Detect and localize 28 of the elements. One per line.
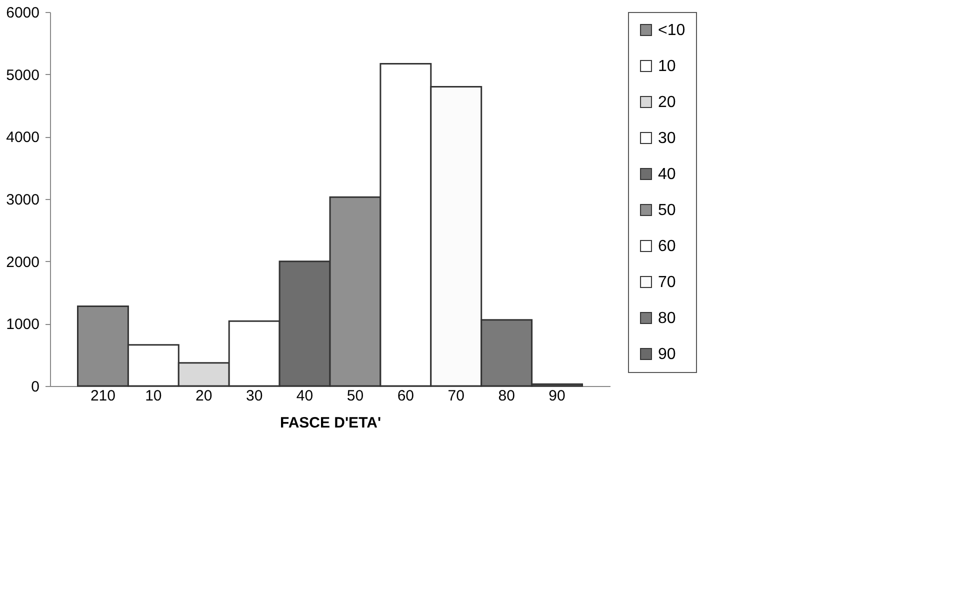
legend-label: 60 [658, 238, 676, 255]
y-tick-label: 1000 [6, 316, 40, 334]
x-axis-title: FASCE D'ETA' [280, 414, 382, 432]
legend-label: 10 [658, 58, 676, 75]
legend-label: 90 [658, 346, 676, 363]
y-tick-label: 2000 [6, 254, 40, 271]
x-tick-label: 40 [296, 388, 314, 404]
x-tick-label: 30 [246, 388, 263, 404]
x-tick-label: 10 [145, 388, 162, 404]
legend-label: 20 [658, 94, 676, 111]
y-tick-label: 5000 [6, 66, 40, 84]
x-tick-label: 70 [448, 388, 464, 404]
legend-label: 80 [658, 310, 676, 327]
legend-label: <10 [658, 22, 686, 39]
y-tick-label: 4000 [6, 129, 40, 146]
y-tick-label: 6000 [6, 4, 40, 22]
x-tick-label: 60 [397, 388, 414, 404]
x-tick-label: 20 [196, 388, 212, 404]
y-tick-label: 0 [31, 378, 40, 396]
legend-label: 50 [658, 202, 676, 219]
x-tick-label: 90 [548, 388, 566, 404]
legend-label: 70 [658, 274, 676, 291]
x-tick-label: 80 [498, 388, 515, 404]
x-tick-label: 50 [346, 388, 364, 404]
x-tick-label: 210 [90, 388, 116, 404]
y-tick-label: 3000 [6, 192, 40, 208]
legend-label: 30 [658, 130, 676, 147]
legend-label: 40 [658, 166, 676, 183]
